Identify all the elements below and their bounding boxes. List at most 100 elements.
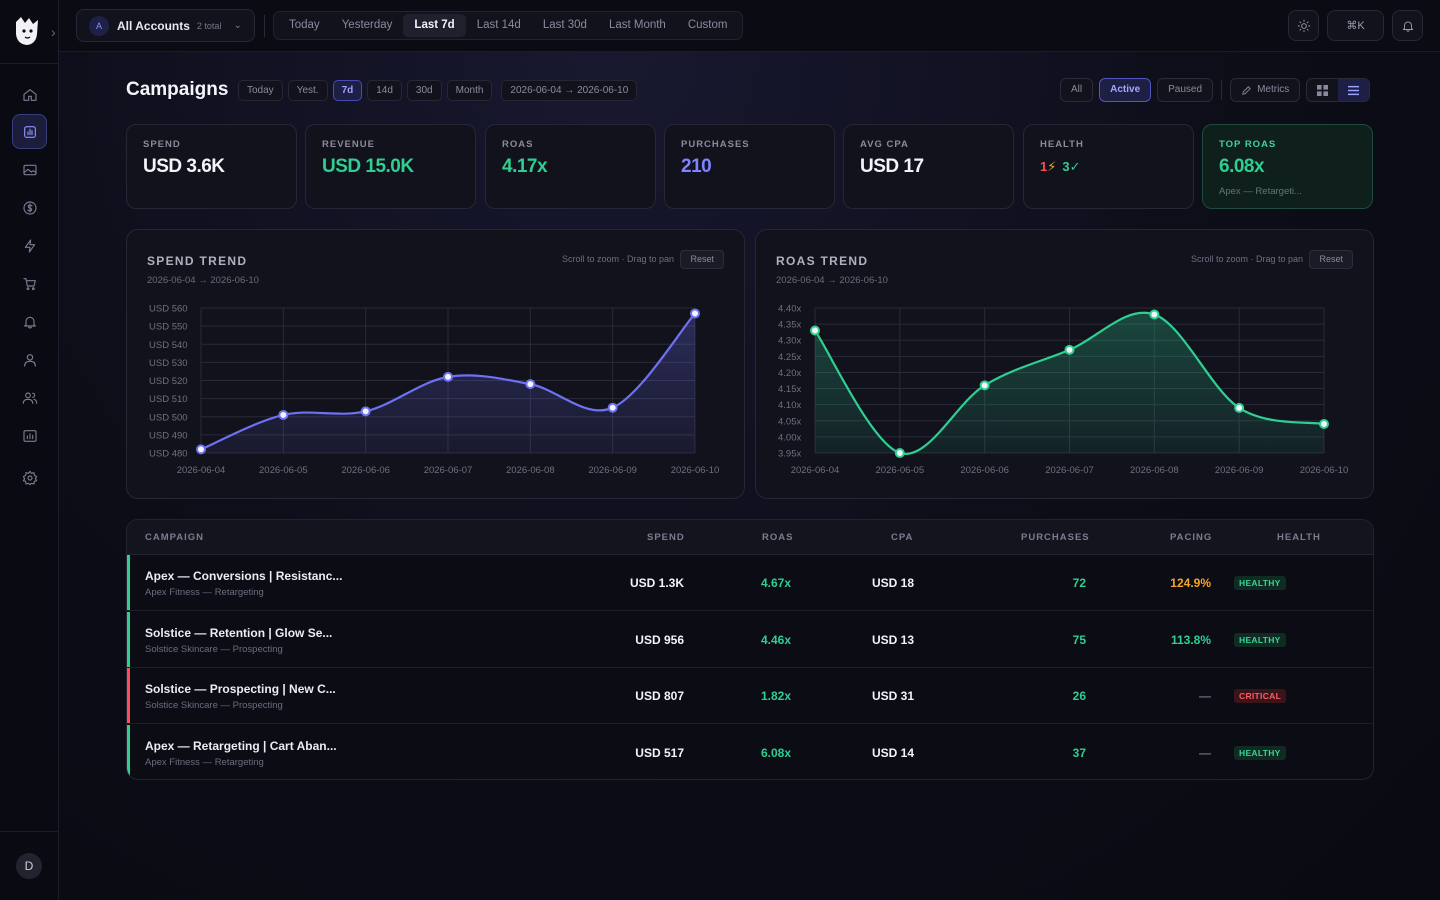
- data-point[interactable]: [360, 406, 371, 417]
- data-point[interactable]: [278, 409, 289, 420]
- kpi-revenue: REVENUE USD 15.0K: [305, 124, 476, 209]
- account-name: All Accounts: [117, 18, 190, 33]
- campaign-account: Apex Fitness — Retargeting: [145, 587, 264, 598]
- main-content: Campaigns Today Yest. 7d 14d 30d Month 2…: [59, 52, 1440, 900]
- data-point[interactable]: [1234, 402, 1245, 413]
- data-point[interactable]: [607, 402, 618, 413]
- account-badge: A: [89, 15, 109, 36]
- filter-paused[interactable]: Paused: [1157, 78, 1214, 102]
- reset-zoom-button[interactable]: Reset: [680, 250, 724, 269]
- th-spend[interactable]: SPEND: [647, 532, 685, 543]
- cell-cpa: USD 13: [871, 632, 914, 647]
- campaign-account: Apex Fitness — Retargeting: [145, 756, 264, 768]
- nav-orders[interactable]: [12, 266, 47, 301]
- sidebar-divider-bottom: [0, 831, 59, 832]
- chip-30d[interactable]: 30d: [406, 80, 442, 101]
- data-point[interactable]: [690, 308, 700, 319]
- kpi-value: USD 15.0K: [322, 156, 414, 177]
- theme-toggle-button[interactable]: [1288, 10, 1319, 41]
- th-cpa[interactable]: CPA: [891, 532, 914, 543]
- data-point[interactable]: [894, 448, 905, 458]
- command-palette-button[interactable]: ⌘K: [1327, 10, 1384, 41]
- campaign-name: Solstice — Retention | Glow Se...: [145, 625, 333, 640]
- table-row[interactable]: Apex — Conversions | Resistanc... Apex Fi…: [127, 555, 1373, 611]
- table-row[interactable]: Solstice — Prospecting | New C... Solstic…: [127, 668, 1373, 724]
- campaigns-table: CAMPAIGN SPEND ROAS CPA PURCHASES PACING…: [126, 519, 1374, 780]
- chip-14d[interactable]: 14d: [367, 80, 402, 101]
- th-pacing[interactable]: PACING: [1170, 532, 1213, 543]
- y-tick-label: 4.15x: [778, 384, 801, 395]
- data-point[interactable]: [1319, 419, 1329, 429]
- chip-month[interactable]: Month: [446, 80, 493, 101]
- chip-yesterday[interactable]: Yest.: [287, 80, 328, 101]
- chip-7d[interactable]: 7d: [332, 80, 363, 101]
- cell-spend: USD 956: [635, 632, 684, 647]
- nav-campaigns[interactable]: [12, 114, 47, 149]
- kpi-top-roas[interactable]: TOP ROAS 6.08x Apex — Retargeti...: [1202, 124, 1373, 209]
- date-range-display[interactable]: 2026-06-04 → 2026-06-10: [501, 80, 638, 101]
- list-icon: [1348, 85, 1360, 95]
- report-icon: [22, 429, 37, 442]
- data-point[interactable]: [1149, 309, 1160, 320]
- notifications-button[interactable]: [1392, 10, 1423, 41]
- data-point[interactable]: [1064, 344, 1075, 355]
- th-health[interactable]: HEALTH: [1277, 532, 1321, 543]
- range-today[interactable]: Today: [289, 19, 320, 31]
- avatar[interactable]: D: [16, 853, 42, 879]
- data-point[interactable]: [443, 371, 453, 382]
- check-icon: ✓: [1069, 159, 1081, 174]
- metrics-button[interactable]: Metrics: [1230, 78, 1301, 102]
- nav-creatives[interactable]: [12, 152, 47, 187]
- nav-settings[interactable]: [12, 460, 47, 495]
- filter-active[interactable]: Active: [1099, 78, 1152, 102]
- health-badge: HEALTHY: [1234, 576, 1286, 590]
- nav-team[interactable]: [12, 380, 47, 415]
- reset-zoom-button[interactable]: Reset: [1309, 250, 1353, 269]
- y-tick-label: USD 540: [149, 340, 188, 351]
- shortcut-label: ⌘K: [1346, 20, 1365, 32]
- account-selector[interactable]: A All Accounts 2 total ⌄: [76, 9, 255, 42]
- nav-billing[interactable]: [12, 190, 47, 225]
- y-tick-label: 4.00x: [778, 432, 801, 443]
- nav-alerts[interactable]: [12, 304, 47, 339]
- cell-spend: USD 517: [635, 745, 684, 760]
- list-view-button[interactable]: [1338, 79, 1370, 101]
- x-tick-label: 2026-06-04: [177, 465, 226, 476]
- kpi-purchases: PURCHASES 210: [664, 124, 835, 209]
- nav-home[interactable]: [12, 77, 47, 112]
- row-status-bar: [127, 555, 130, 610]
- y-tick-label: 4.35x: [778, 320, 801, 331]
- chip-today[interactable]: Today: [238, 80, 283, 101]
- data-point[interactable]: [810, 325, 820, 336]
- data-point[interactable]: [979, 380, 990, 391]
- view-toggle: [1306, 78, 1371, 102]
- spend-trend-chart[interactable]: USD 480 USD 490 USD 500 USD 510 USD 520 USD 5…: [127, 230, 746, 500]
- nav-automations[interactable]: [12, 228, 47, 263]
- grid-view-button[interactable]: [1307, 79, 1338, 101]
- cell-purchases: 75: [1072, 632, 1086, 647]
- range-yesterday[interactable]: Yesterday: [341, 19, 393, 31]
- logo-icon[interactable]: [12, 14, 42, 48]
- range-custom[interactable]: Custom: [687, 19, 728, 31]
- y-tick-label: USD 560: [149, 304, 188, 315]
- bell-icon: [23, 316, 36, 329]
- cell-spend: USD 807: [635, 689, 684, 703]
- roas-trend-chart[interactable]: 3.95x 4.00x 4.05x 4.10x 4.15x 4.20x 4.25x 4.30x…: [756, 230, 1375, 500]
- range-last-7d[interactable]: Last 7d: [403, 14, 466, 37]
- th-purchases[interactable]: PURCHASES: [1021, 532, 1090, 543]
- nav-profile[interactable]: [12, 342, 47, 377]
- data-point[interactable]: [196, 444, 206, 455]
- y-tick-label: USD 530: [149, 358, 188, 369]
- nav-reports[interactable]: [12, 418, 47, 453]
- table-row[interactable]: Apex — Retargeting | Cart Aban... Apex Fi…: [127, 724, 1373, 779]
- range-last-30d[interactable]: Last 30d: [542, 19, 587, 31]
- cell-purchases: 26: [1072, 689, 1086, 703]
- table-row[interactable]: Solstice — Retention | Glow Se... Solstic…: [127, 611, 1373, 668]
- range-last-14d[interactable]: Last 14d: [476, 19, 521, 31]
- th-campaign[interactable]: CAMPAIGN: [145, 532, 205, 543]
- th-roas[interactable]: ROAS: [762, 532, 794, 543]
- range-last-month[interactable]: Last Month: [608, 19, 666, 31]
- data-point[interactable]: [525, 379, 536, 390]
- sidebar-expand-icon[interactable]: ›: [51, 24, 56, 40]
- filter-all[interactable]: All: [1060, 78, 1094, 102]
